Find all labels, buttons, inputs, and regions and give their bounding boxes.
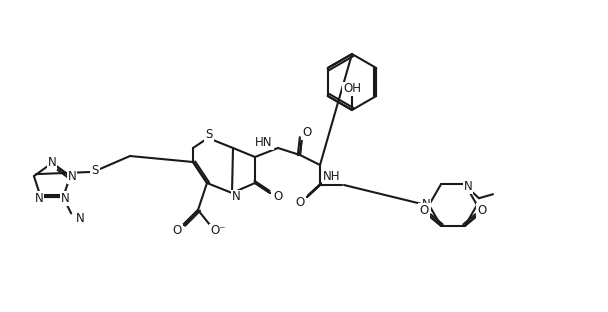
Text: HN: HN <box>255 137 273 149</box>
Text: O: O <box>477 204 486 217</box>
Text: N: N <box>464 180 472 193</box>
Text: N: N <box>67 170 77 183</box>
Text: O: O <box>173 225 182 237</box>
Text: O: O <box>274 189 283 202</box>
Text: O: O <box>420 204 429 217</box>
Text: S: S <box>91 163 98 177</box>
Text: NH: NH <box>323 169 340 183</box>
Text: O⁻: O⁻ <box>210 225 226 237</box>
Text: N: N <box>47 157 57 169</box>
Text: N: N <box>76 212 85 225</box>
Text: O: O <box>302 126 312 139</box>
Text: O: O <box>295 197 305 209</box>
Text: OH: OH <box>343 82 361 95</box>
Text: N: N <box>421 198 430 212</box>
Text: N: N <box>61 192 69 205</box>
Text: N: N <box>232 191 240 203</box>
Text: S: S <box>206 129 213 142</box>
Text: N: N <box>35 192 43 205</box>
